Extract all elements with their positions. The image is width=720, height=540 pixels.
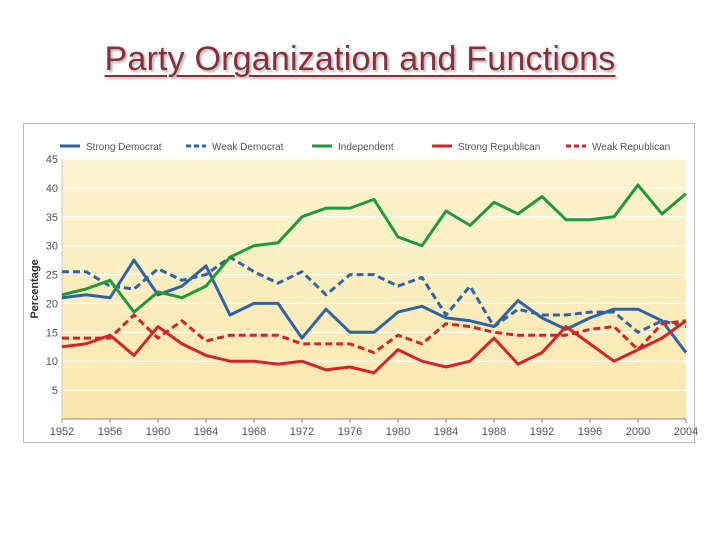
x-tick-label: 1984: [434, 426, 458, 438]
legend-label: Weak Democrat: [212, 142, 284, 153]
x-tick-label: 1960: [146, 426, 170, 438]
x-tick-label: 1952: [50, 426, 74, 438]
x-tick-label: 1992: [530, 426, 554, 438]
slide-title: Party Organization and Functions: [104, 40, 616, 78]
y-tick-label: 10: [46, 356, 58, 368]
legend-label: Strong Republican: [458, 142, 540, 153]
series-line-weak-democrat: [62, 255, 687, 334]
y-tick-label: 20: [46, 298, 58, 310]
y-tick-label: 40: [46, 183, 58, 195]
y-tick-label: 30: [46, 241, 58, 253]
series-line-independent: [61, 183, 687, 314]
x-tick-label: 1956: [98, 426, 122, 438]
y-tick-label: 45: [46, 154, 58, 166]
x-tick-label: 1972: [290, 426, 314, 438]
x-tick-label: 1964: [194, 426, 218, 438]
series-line-strong-democrat: [61, 258, 688, 354]
legend-label: Strong Democrat: [86, 142, 162, 153]
y-tick-label: 5: [52, 385, 58, 397]
y-tick-label: 25: [46, 270, 58, 282]
legend-label: Weak Republican: [592, 142, 670, 153]
x-tick-label: 1996: [578, 426, 602, 438]
x-tick-label: 1980: [386, 426, 410, 438]
plot-area: [62, 159, 686, 419]
series-line-weak-republican: [62, 313, 687, 355]
x-tick-label: 1988: [482, 426, 506, 438]
x-tick-label: 1976: [338, 426, 362, 438]
y-tick-label: 15: [46, 327, 58, 339]
x-tick-label: 2004: [674, 426, 698, 438]
y-tick-label: 35: [46, 212, 58, 224]
x-tick-label: 1968: [242, 426, 266, 438]
legend-label: Independent: [338, 142, 394, 153]
y-axis-label: Percentage: [29, 259, 41, 318]
x-tick-label: 2000: [626, 426, 650, 438]
